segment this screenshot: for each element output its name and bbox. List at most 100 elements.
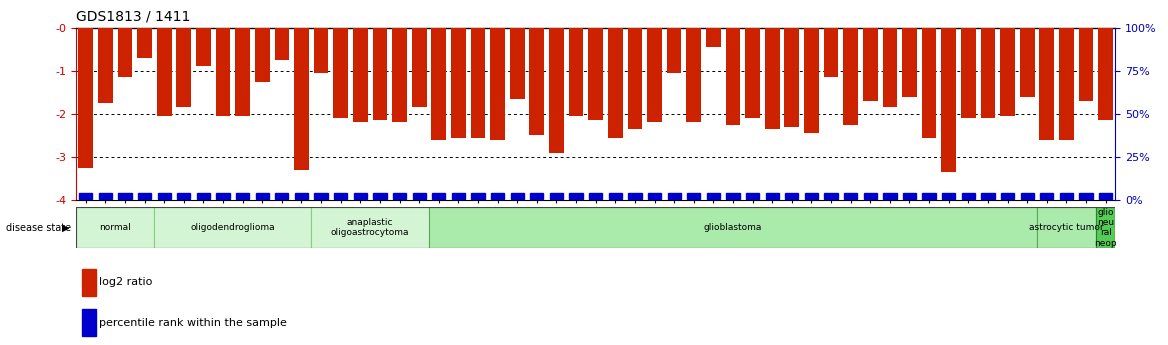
Text: glioblastoma: glioblastoma (704, 223, 763, 232)
Bar (99, 193, 112, 198)
Bar (314, 28, 328, 73)
Bar (452, 193, 465, 198)
Bar (1040, 28, 1055, 140)
Bar (883, 28, 897, 107)
Text: oligodendroglioma: oligodendroglioma (190, 223, 276, 232)
Bar (609, 193, 621, 198)
Bar (79, 193, 92, 198)
Bar (687, 193, 701, 198)
Bar (158, 193, 171, 198)
Bar (82, 269, 96, 296)
Bar (178, 193, 190, 198)
Bar (961, 193, 975, 198)
Bar (1041, 193, 1054, 198)
Bar (746, 193, 759, 198)
Bar (765, 193, 779, 198)
Bar (981, 28, 995, 118)
Bar (981, 193, 995, 198)
Bar (354, 193, 367, 198)
Text: GDS1813 / 1411: GDS1813 / 1411 (76, 9, 190, 23)
Bar (137, 28, 152, 58)
Bar (569, 28, 584, 116)
Bar (785, 193, 799, 198)
Bar (235, 28, 250, 116)
Bar (1079, 28, 1093, 101)
Bar (294, 28, 308, 170)
Bar (1037, 207, 1096, 248)
Bar (236, 193, 249, 198)
Bar (98, 28, 112, 103)
Bar (667, 28, 681, 73)
Bar (923, 193, 936, 198)
Bar (1079, 193, 1092, 198)
Bar (785, 28, 799, 127)
Text: anaplastic
oligoastrocytoma: anaplastic oligoastrocytoma (331, 218, 409, 237)
Bar (216, 28, 230, 116)
Bar (549, 28, 564, 152)
Bar (274, 28, 290, 60)
Bar (570, 193, 583, 198)
Bar (530, 193, 543, 198)
Text: percentile rank within the sample: percentile rank within the sample (99, 318, 287, 327)
Bar (432, 193, 445, 198)
Bar (334, 193, 347, 198)
Bar (668, 193, 681, 198)
Bar (687, 28, 701, 122)
Bar (903, 193, 916, 198)
Bar (823, 28, 839, 77)
Bar (863, 193, 877, 198)
Bar (138, 193, 151, 198)
Bar (922, 28, 937, 138)
Bar (804, 28, 819, 133)
Bar (451, 28, 466, 138)
Text: ▶: ▶ (62, 223, 69, 233)
Bar (491, 193, 505, 198)
Bar (471, 28, 486, 138)
Bar (1001, 193, 1014, 198)
Bar (941, 28, 957, 172)
Bar (529, 28, 544, 136)
Bar (843, 28, 858, 125)
Bar (255, 28, 270, 81)
Bar (589, 28, 603, 120)
Bar (765, 28, 779, 129)
Bar (294, 193, 308, 198)
Bar (196, 28, 210, 66)
Bar (373, 28, 388, 120)
Text: astrocytic tumor: astrocytic tumor (1029, 223, 1104, 232)
Bar (607, 28, 623, 138)
Bar (118, 193, 132, 198)
Bar (374, 193, 387, 198)
Bar (883, 193, 897, 198)
Bar (216, 193, 230, 198)
Bar (961, 28, 975, 118)
Bar (745, 28, 760, 118)
Bar (725, 28, 741, 125)
Bar (154, 207, 312, 248)
Bar (1096, 207, 1115, 248)
Bar (76, 207, 154, 248)
Text: log2 ratio: log2 ratio (99, 277, 153, 287)
Bar (1059, 193, 1073, 198)
Bar (118, 28, 132, 77)
Bar (333, 28, 348, 118)
Bar (429, 207, 1037, 248)
Bar (353, 28, 368, 122)
Bar (707, 193, 719, 198)
Bar (392, 193, 406, 198)
Bar (412, 28, 426, 107)
Bar (491, 28, 505, 140)
Bar (825, 193, 837, 198)
Bar (1020, 28, 1035, 97)
Bar (314, 193, 328, 198)
Bar (1000, 28, 1015, 116)
Text: glio
neu
ral
neop: glio neu ral neop (1094, 208, 1117, 248)
Bar (589, 193, 603, 198)
Bar (1059, 28, 1073, 140)
Bar (510, 193, 523, 198)
Bar (1021, 193, 1034, 198)
Bar (628, 193, 641, 198)
Bar (78, 28, 93, 168)
Bar (510, 28, 524, 99)
Bar (627, 28, 642, 129)
